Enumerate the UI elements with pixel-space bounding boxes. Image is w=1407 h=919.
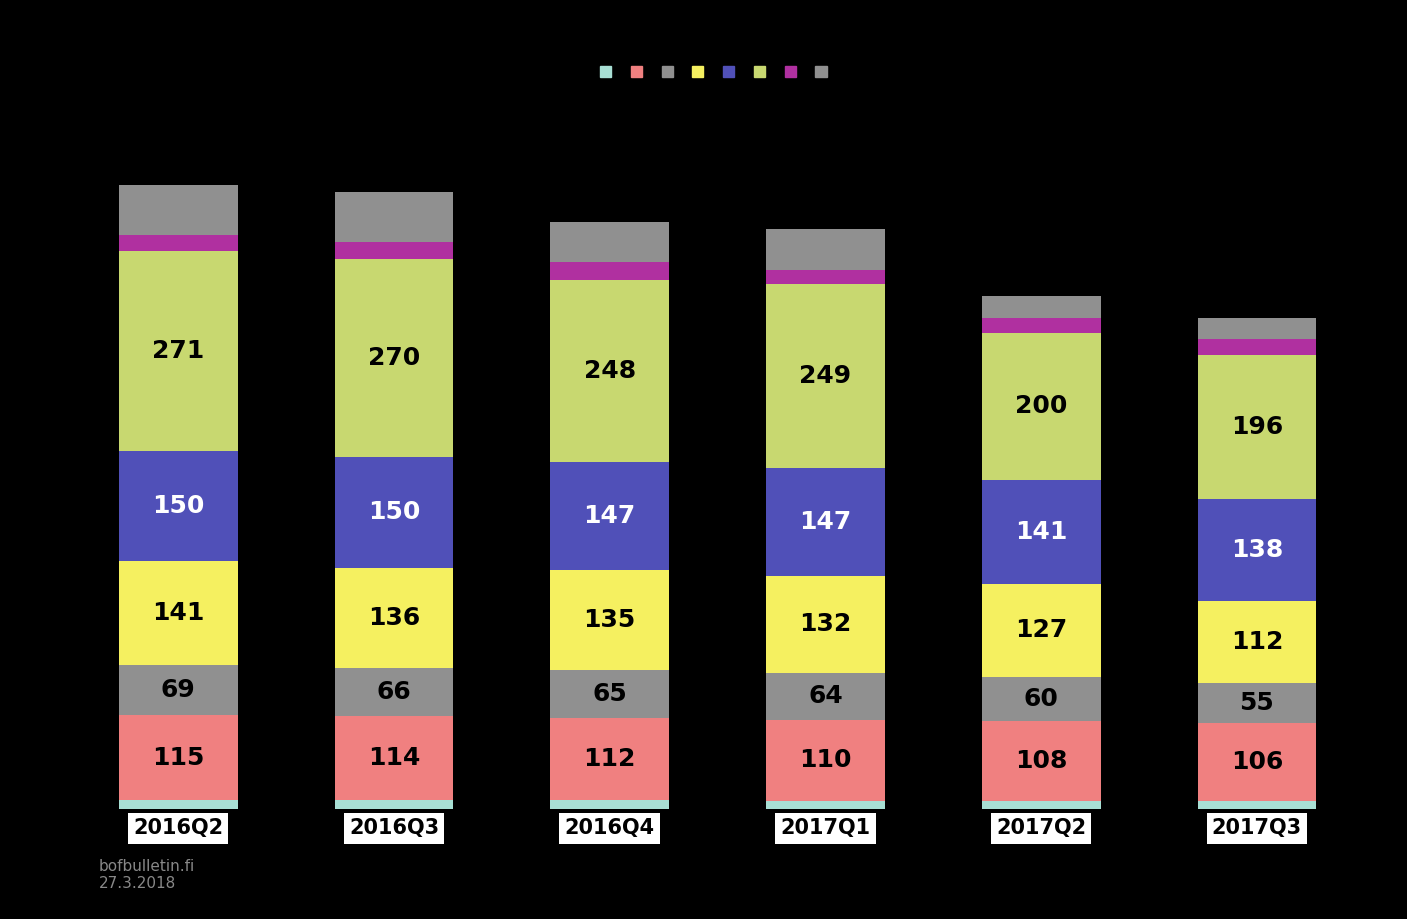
Bar	[335, 800, 453, 809]
Text: 141: 141	[1014, 520, 1068, 544]
Bar	[335, 458, 453, 568]
Bar	[550, 571, 670, 670]
Bar	[982, 584, 1100, 677]
Text: 60: 60	[1024, 687, 1058, 711]
Text: 270: 270	[367, 346, 421, 370]
Bar	[982, 721, 1100, 800]
Bar	[982, 296, 1100, 318]
Bar	[335, 568, 453, 667]
Text: 114: 114	[367, 746, 421, 770]
Text: 200: 200	[1014, 394, 1068, 418]
Bar	[120, 561, 238, 664]
Bar	[767, 575, 885, 673]
Bar	[550, 800, 670, 809]
Bar	[120, 664, 238, 715]
Text: bofbulletin.fi
27.3.2018: bofbulletin.fi 27.3.2018	[98, 859, 194, 891]
Bar	[982, 800, 1100, 809]
Bar	[1197, 318, 1316, 339]
Bar	[120, 185, 238, 235]
Text: 132: 132	[799, 612, 851, 636]
Bar	[1197, 355, 1316, 499]
Text: 135: 135	[584, 608, 636, 632]
Text: 66: 66	[377, 680, 411, 704]
Bar	[1197, 339, 1316, 355]
Bar	[1197, 601, 1316, 683]
Text: 127: 127	[1014, 618, 1068, 642]
Bar	[982, 333, 1100, 480]
Bar	[335, 243, 453, 258]
Text: 147: 147	[799, 509, 851, 534]
Bar	[550, 221, 670, 262]
Bar	[982, 318, 1100, 333]
Text: 150: 150	[367, 500, 421, 525]
Text: 112: 112	[584, 747, 636, 771]
Legend:  ,  ,  ,  ,  ,  ,  ,  : , , , , , , ,	[597, 62, 839, 84]
Text: 196: 196	[1231, 415, 1283, 439]
Text: 112: 112	[1231, 630, 1283, 653]
Bar	[767, 720, 885, 800]
Bar	[550, 262, 670, 280]
Text: 64: 64	[808, 685, 843, 709]
Bar	[767, 468, 885, 575]
Text: 248: 248	[584, 359, 636, 383]
Bar	[982, 677, 1100, 721]
Text: 115: 115	[152, 745, 204, 769]
Bar	[550, 670, 670, 718]
Bar	[120, 450, 238, 561]
Text: 106: 106	[1231, 751, 1283, 775]
Bar	[335, 667, 453, 716]
Bar	[120, 251, 238, 450]
Text: 65: 65	[592, 682, 628, 706]
Text: 136: 136	[367, 606, 421, 630]
Text: 108: 108	[1014, 749, 1068, 773]
Bar	[335, 192, 453, 243]
Bar	[550, 280, 670, 462]
Bar	[1197, 801, 1316, 809]
Bar	[120, 715, 238, 800]
Text: 138: 138	[1231, 538, 1283, 562]
Text: 110: 110	[799, 748, 851, 772]
Bar	[767, 269, 885, 284]
Text: 150: 150	[152, 494, 204, 517]
Bar	[767, 673, 885, 720]
Bar	[1197, 499, 1316, 601]
Text: 249: 249	[799, 364, 851, 388]
Bar	[767, 284, 885, 468]
Bar	[550, 462, 670, 571]
Bar	[120, 235, 238, 251]
Bar	[550, 718, 670, 800]
Bar	[982, 480, 1100, 584]
Bar	[767, 800, 885, 809]
Text: 271: 271	[152, 339, 204, 363]
Text: 55: 55	[1240, 691, 1275, 715]
Bar	[120, 800, 238, 809]
Bar	[1197, 683, 1316, 723]
Text: 147: 147	[584, 505, 636, 528]
Bar	[1197, 723, 1316, 801]
Text: 69: 69	[160, 678, 196, 702]
Bar	[335, 258, 453, 458]
Bar	[767, 229, 885, 269]
Bar	[335, 716, 453, 800]
Text: 141: 141	[152, 601, 204, 625]
